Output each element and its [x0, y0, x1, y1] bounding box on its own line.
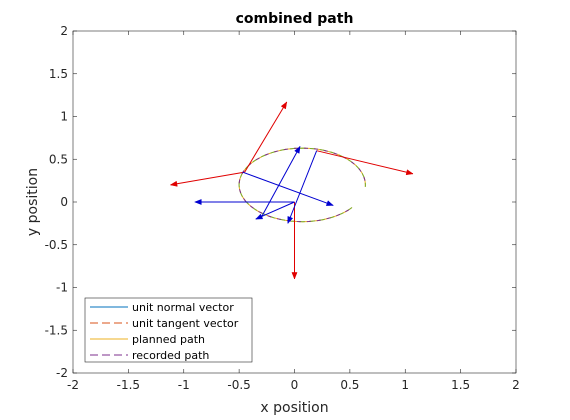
y-tick-label: -0.5	[45, 238, 68, 252]
tangent-vector-arrow-head	[291, 272, 298, 280]
normal-vector-arrow	[287, 150, 318, 224]
tangent-vector-arrow	[316, 150, 414, 175]
tangent-vector-arrow-head	[405, 169, 414, 176]
tangent-vector-arrow-head	[169, 180, 178, 187]
y-tick-label: -1	[56, 281, 68, 295]
y-tick-label: 1	[60, 110, 68, 124]
x-tick-label: -1	[178, 378, 190, 392]
tangent-vector-arrow-head	[280, 101, 288, 110]
normal-vector-arrow	[260, 146, 301, 218]
legend-label: planned path	[132, 333, 205, 346]
legend: unit normal vector unit tangent vector pla…	[84, 297, 253, 363]
y-axis-label: y position	[25, 168, 41, 236]
legend-box	[84, 297, 253, 363]
y-tick-label: -2	[56, 366, 68, 380]
x-axis-label: x position	[260, 400, 328, 416]
axis-ticks: -2 -1.5 -1 -0.5 0 0.5 1 1.5 2 -2 -1.5 -1 -0.5 0 0.5 1 1.…	[45, 24, 520, 392]
legend-label: unit tangent vector	[132, 317, 239, 330]
normal-vector-arrow	[255, 201, 295, 220]
tangent-vector-arrow	[244, 101, 288, 173]
y-tick-label: 2	[60, 24, 68, 38]
normal-vector-arrow-head	[325, 200, 334, 206]
normal-vector-arrow-head	[287, 216, 294, 225]
y-tick-label: 0	[60, 195, 68, 209]
x-tick-label: -0.5	[227, 378, 250, 392]
y-tick-label: -1.5	[45, 323, 68, 337]
vector-arrows	[169, 101, 414, 280]
x-tick-label: -2	[67, 378, 79, 392]
normal-vector-arrow-head	[255, 213, 264, 220]
tangent-vector-arrow	[170, 171, 245, 186]
x-tick-label: 0.5	[340, 378, 359, 392]
x-tick-label: 1	[401, 378, 409, 392]
chart-title: combined path	[236, 11, 354, 27]
x-tick-label: 1.5	[451, 378, 470, 392]
legend-items: unit normal vector unit tangent vector pla…	[90, 301, 239, 362]
x-tick-label: -1.5	[117, 378, 140, 392]
normal-vector-arrow	[242, 171, 334, 206]
y-tick-label: 1.5	[49, 67, 68, 81]
legend-label: unit normal vector	[132, 301, 234, 314]
y-tick-label: 0.5	[49, 152, 68, 166]
normal-vector-arrow-head	[294, 145, 301, 154]
x-tick-label: 0	[291, 378, 299, 392]
legend-label: recorded path	[132, 349, 209, 362]
x-tick-label: 2	[512, 378, 520, 392]
normal-vector-arrow-head	[194, 199, 202, 205]
